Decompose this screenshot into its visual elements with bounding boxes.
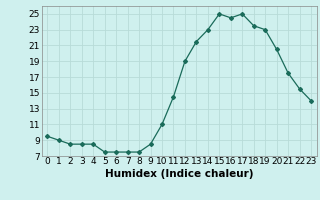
X-axis label: Humidex (Indice chaleur): Humidex (Indice chaleur) <box>105 169 253 179</box>
